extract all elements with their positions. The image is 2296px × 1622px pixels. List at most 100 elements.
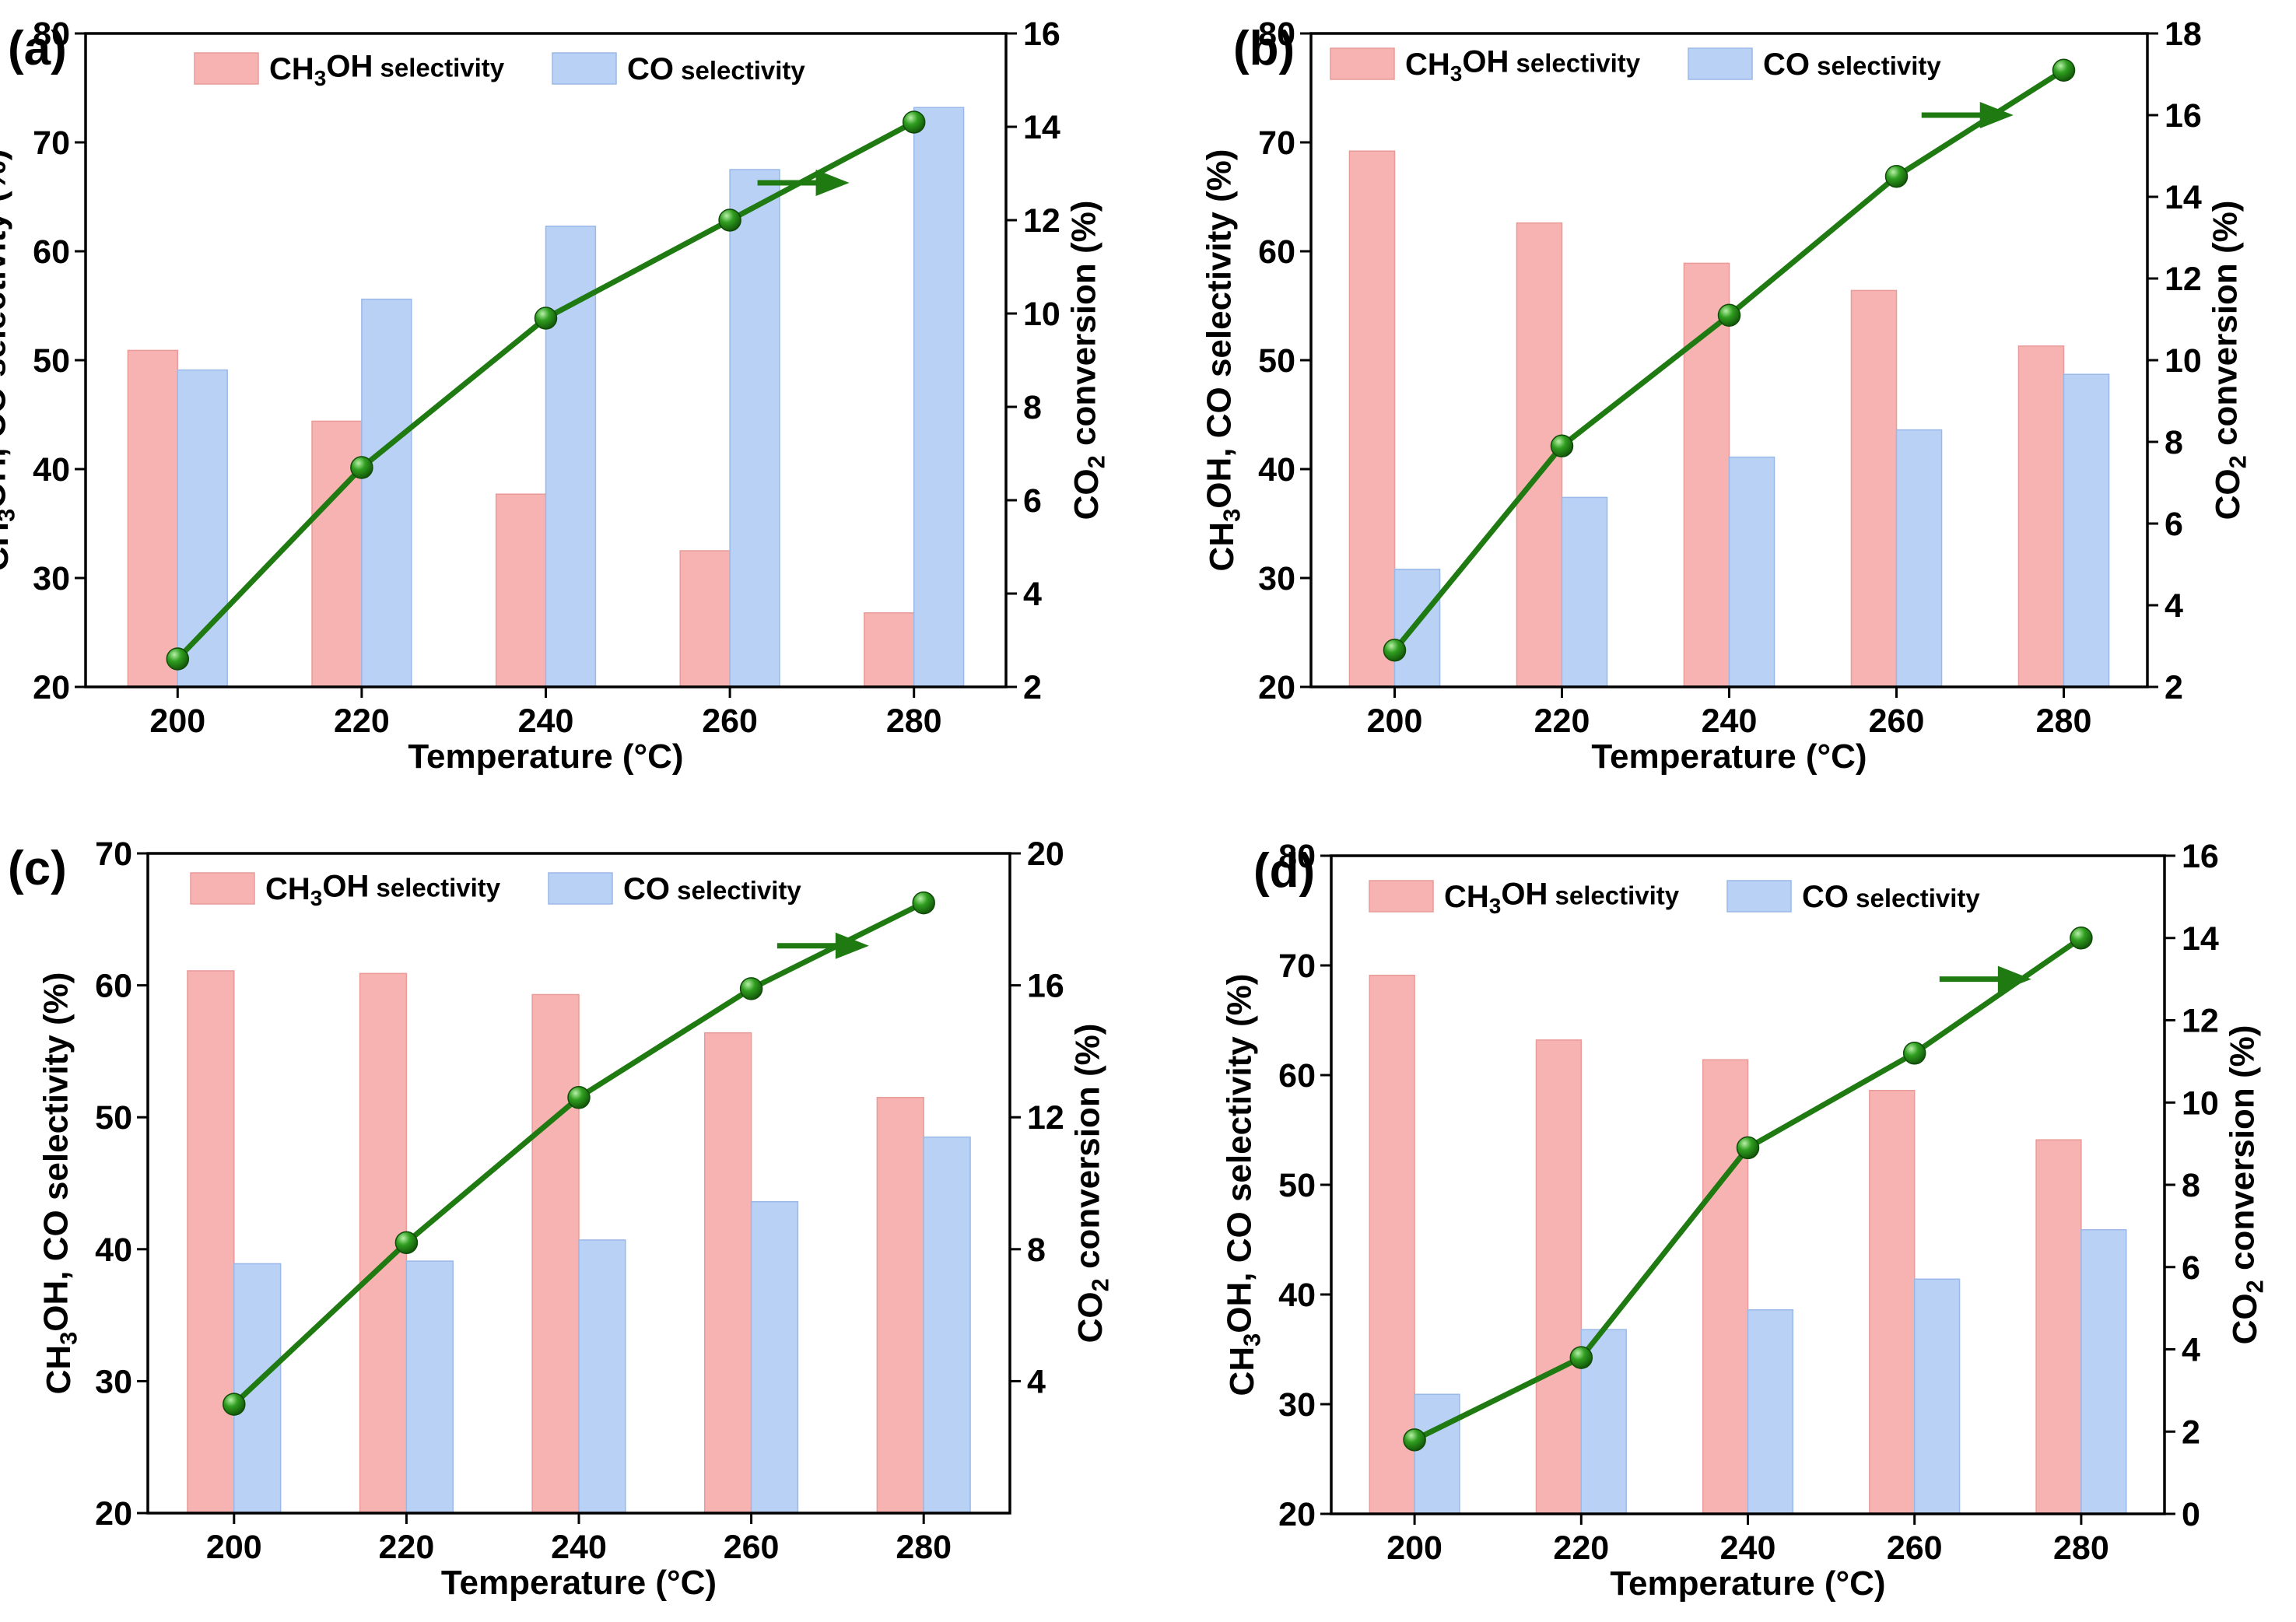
legend-swatch-co (1726, 880, 1792, 913)
x-tick-label: 220 (1553, 1529, 1609, 1567)
y-tick-label: 50 (95, 1099, 132, 1137)
bar-co-selectivity (923, 1136, 971, 1514)
y-tick-label: 60 (33, 233, 70, 271)
x-tick-label: 240 (1702, 702, 1758, 740)
y2-axis-label: CO2​ conversion (%) (2223, 1025, 2268, 1345)
y2-tick-label: 6 (2165, 506, 2183, 543)
bar-co-selectivity (1747, 1308, 1794, 1515)
y-tick-label: 80 (1278, 838, 1316, 875)
y-tick-label: 60 (1278, 1057, 1316, 1095)
panel-label: (c) (8, 842, 67, 895)
x-tick-label: 240 (551, 1529, 607, 1566)
y2-tick-label: 14 (1023, 109, 1060, 146)
x-tick-label: 220 (334, 702, 390, 740)
legend-swatch-ch3oh (1330, 47, 1395, 80)
y-tick-label: 20 (1278, 1496, 1316, 1533)
y2-tick-label: 8 (1027, 1231, 1046, 1269)
y2-tick-label: 12 (1027, 1099, 1064, 1137)
x-axis-label: Temperature (°C) (441, 1564, 717, 1602)
x-tick-label: 260 (702, 702, 758, 740)
legend: CH3​OH selectivity CO selectivity (190, 870, 801, 910)
x-tick-label: 240 (1720, 1529, 1776, 1567)
co2-conversion-point (1550, 434, 1574, 457)
y-tick-label: 20 (1258, 669, 1295, 706)
y-tick-label: 70 (1278, 948, 1316, 985)
x-tick-label: 200 (149, 702, 205, 740)
y-tick-label: 30 (1278, 1386, 1316, 1424)
legend-swatch-ch3oh (194, 52, 259, 85)
co2-conversion-point (902, 110, 926, 134)
y2-tick-label: 10 (1023, 296, 1060, 333)
legend-swatch-co (1688, 47, 1753, 80)
legend-swatch-ch3oh (190, 872, 255, 905)
y2-tick-label: 8 (1023, 389, 1042, 426)
bar-co-selectivity (1728, 456, 1775, 688)
arrow-head (1979, 102, 2014, 128)
co2-conversion-point (394, 1231, 419, 1255)
legend-label-ch3oh: CH3​OH selectivity (1444, 878, 1680, 918)
bar-co-selectivity (750, 1200, 799, 1514)
co2-conversion-point (1884, 165, 1909, 188)
x-tick-label: 260 (1869, 702, 1925, 740)
co2-conversion-point (2052, 58, 2076, 82)
panel-label: (b) (1233, 22, 1295, 75)
bar-ch3oh-selectivity (1702, 1059, 1749, 1515)
panel-label: (d) (1253, 844, 1315, 898)
bar-ch3oh-selectivity (704, 1032, 752, 1514)
y2-tick-label: 4 (1023, 576, 1042, 613)
y2-tick-label: 12 (1023, 202, 1060, 240)
y-tick-label: 40 (33, 451, 70, 489)
y2-tick-label: 14 (2182, 920, 2219, 958)
bar-co-selectivity (1561, 496, 1608, 688)
x-tick-label: 200 (1367, 702, 1423, 740)
y2-tick-label: 2 (2165, 669, 2183, 706)
bar-ch3oh-selectivity (531, 993, 580, 1514)
bar-ch3oh-selectivity (2017, 345, 2065, 688)
y2-tick-label: 8 (2182, 1167, 2200, 1204)
y2-tick-label: 14 (2165, 179, 2202, 216)
y-axis-label: CH3​OH, CO selectivity (%) (0, 149, 20, 572)
bar-ch3oh-selectivity (1869, 1089, 1916, 1515)
y2-tick-label: 18 (2165, 16, 2202, 53)
legend-label-co: CO selectivity (1763, 47, 1941, 82)
panel-label: (a) (8, 22, 67, 75)
y2-tick-label: 16 (2165, 97, 2202, 135)
bar-co-selectivity (1414, 1393, 1460, 1515)
x-tick-label: 260 (724, 1529, 780, 1566)
legend: CH3​OH selectivity CO selectivity (1330, 45, 1941, 86)
legend: CH3​OH selectivity CO selectivity (1369, 878, 1980, 918)
x-tick-label: 220 (379, 1529, 435, 1566)
co2-conversion-point (166, 647, 190, 671)
right-axis-arrow (757, 170, 850, 196)
y-tick-label: 60 (1258, 233, 1295, 271)
legend: CH3​OH selectivity CO selectivity (194, 50, 805, 90)
bar-co-selectivity (578, 1239, 626, 1514)
bar-ch3oh-selectivity (2035, 1139, 2082, 1515)
bar-ch3oh-selectivity (1535, 1039, 1583, 1515)
co2-conversion-point (1902, 1042, 1926, 1065)
y2-tick-label: 6 (1023, 482, 1042, 520)
x-tick-label: 260 (1887, 1529, 1943, 1567)
y2-tick-label: 16 (2182, 838, 2219, 875)
co2-conversion-point (567, 1086, 591, 1109)
y-tick-label: 60 (95, 968, 132, 1005)
bar-co-selectivity (1895, 429, 1943, 688)
y-axis-label: CH3​OH, CO selectivity (%) (1200, 149, 1245, 572)
bar-ch3oh-selectivity (876, 1097, 924, 1514)
y2-tick-label: 12 (2182, 1003, 2219, 1040)
bar-ch3oh-selectivity (127, 349, 179, 688)
bar-co-selectivity (177, 369, 228, 688)
right-axis-arrow (1939, 965, 2031, 993)
legend-swatch-co (548, 872, 613, 905)
x-tick-label: 200 (1386, 1529, 1442, 1567)
bar-ch3oh-selectivity (1348, 150, 1396, 688)
y-tick-label: 50 (1258, 342, 1295, 380)
chart-panel-d: 200 220 240 260 280 20 30 40 50 60 70 80 0 2 4 6 8 10 12 14… (1220, 838, 2268, 1603)
y-tick-label: 40 (95, 1231, 132, 1269)
y2-tick-label: 4 (2165, 587, 2183, 625)
bar-co-selectivity (1393, 569, 1441, 688)
co2-conversion-point (1403, 1428, 1426, 1452)
y-tick-label: 30 (33, 560, 70, 597)
bar-co-selectivity (2080, 1229, 2127, 1515)
x-axis-label: Temperature (°C) (1591, 737, 1867, 776)
